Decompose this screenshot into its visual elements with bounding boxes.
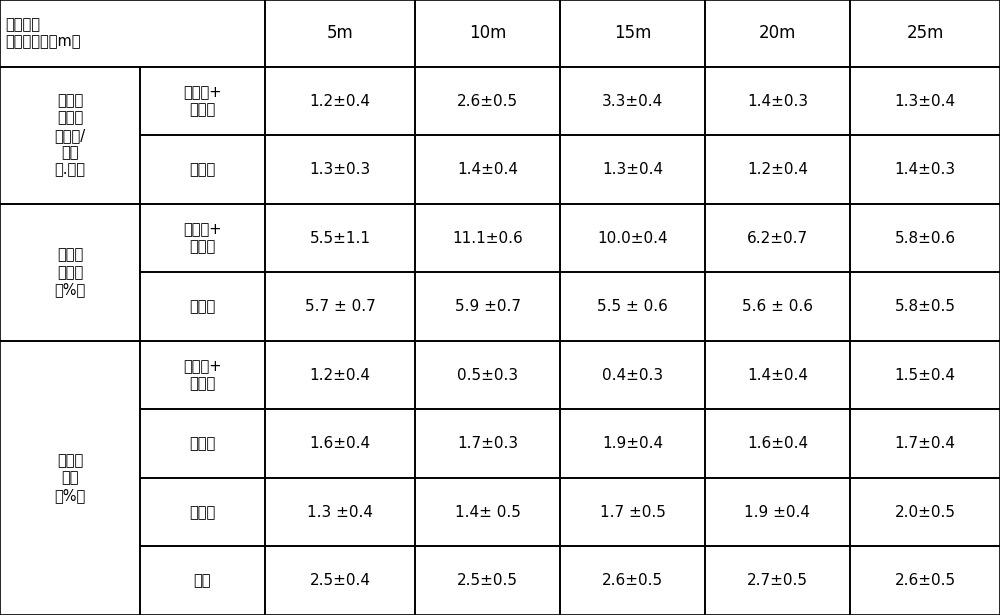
Text: 香根草+
性诱剂: 香根草+ 性诱剂 [183,85,222,117]
Text: 10m: 10m [469,25,506,42]
Text: 5m: 5m [327,25,353,42]
Text: 2.7±0.5: 2.7±0.5 [747,573,808,588]
Text: 1.2±0.4: 1.2±0.4 [309,93,370,109]
Text: 1.3 ±0.4: 1.3 ±0.4 [307,505,373,520]
Text: 11.1±0.6: 11.1±0.6 [452,231,523,245]
Text: 1.6±0.4: 1.6±0.4 [309,436,371,451]
Text: 1.4±0.3: 1.4±0.3 [894,162,956,177]
Text: 5.5±1.1: 5.5±1.1 [309,231,370,245]
Text: 0.5±0.3: 0.5±0.3 [457,368,518,383]
Text: 1.4± 0.5: 1.4± 0.5 [455,505,520,520]
Text: 香根草: 香根草 [189,299,216,314]
Text: 1.3±0.4: 1.3±0.4 [602,162,663,177]
Text: 2.6±0.5: 2.6±0.5 [894,573,956,588]
Text: 25m: 25m [906,25,944,42]
Text: 性诱剂: 性诱剂 [189,436,216,451]
Text: 水稻枯
心率
（%）: 水稻枯 心率 （%） [54,453,86,503]
Text: 1.4±0.3: 1.4±0.3 [747,93,808,109]
Text: 2.6±0.5: 2.6±0.5 [602,573,663,588]
Text: 2.6±0.5: 2.6±0.5 [457,93,518,109]
Text: 6.2±0.7: 6.2±0.7 [747,231,808,245]
Text: 性诱剂和
香根草距离（m）: 性诱剂和 香根草距离（m） [5,17,80,50]
Text: 3.3±0.4: 3.3±0.4 [602,93,663,109]
Text: 1.6±0.4: 1.6±0.4 [747,436,808,451]
Text: 2.0±0.5: 2.0±0.5 [895,505,956,520]
Text: 5.8±0.5: 5.8±0.5 [895,299,956,314]
Text: 5.7 ± 0.7: 5.7 ± 0.7 [305,299,375,314]
Text: 1.2±0.4: 1.2±0.4 [309,368,370,383]
Text: 1.7±0.4: 1.7±0.4 [895,436,956,451]
Text: 10.0±0.4: 10.0±0.4 [597,231,668,245]
Text: 1.4±0.4: 1.4±0.4 [747,368,808,383]
Text: 1.9 ±0.4: 1.9 ±0.4 [744,505,810,520]
Text: 5.8±0.6: 5.8±0.6 [894,231,956,245]
Text: 5.9 ±0.7: 5.9 ±0.7 [455,299,520,314]
Text: 香根草+
性诱剂: 香根草+ 性诱剂 [183,359,222,391]
Text: 香根草+
性诱剂: 香根草+ 性诱剂 [183,222,222,254]
Text: 性诱剂: 性诱剂 [189,162,216,177]
Text: 1.7 ±0.5: 1.7 ±0.5 [600,505,665,520]
Text: 15m: 15m [614,25,651,42]
Text: 性诱剂
诱捕数
量（头/
诱捕
器.天）: 性诱剂 诱捕数 量（头/ 诱捕 器.天） [54,93,86,178]
Text: 5.5 ± 0.6: 5.5 ± 0.6 [597,299,668,314]
Text: 1.4±0.4: 1.4±0.4 [457,162,518,177]
Text: 1.3±0.3: 1.3±0.3 [309,162,371,177]
Text: 2.5±0.5: 2.5±0.5 [457,573,518,588]
Text: 20m: 20m [759,25,796,42]
Text: 5.6 ± 0.6: 5.6 ± 0.6 [742,299,813,314]
Text: 0.4±0.3: 0.4±0.3 [602,368,663,383]
Text: 2.5±0.4: 2.5±0.4 [309,573,370,588]
Text: 1.2±0.4: 1.2±0.4 [747,162,808,177]
Text: 1.7±0.3: 1.7±0.3 [457,436,518,451]
Text: 1.3±0.4: 1.3±0.4 [894,93,956,109]
Text: 香根草
枯心率
（%）: 香根草 枯心率 （%） [54,247,86,297]
Text: 香根草: 香根草 [189,505,216,520]
Text: 1.9±0.4: 1.9±0.4 [602,436,663,451]
Text: 对照: 对照 [194,573,211,588]
Text: 1.5±0.4: 1.5±0.4 [895,368,956,383]
